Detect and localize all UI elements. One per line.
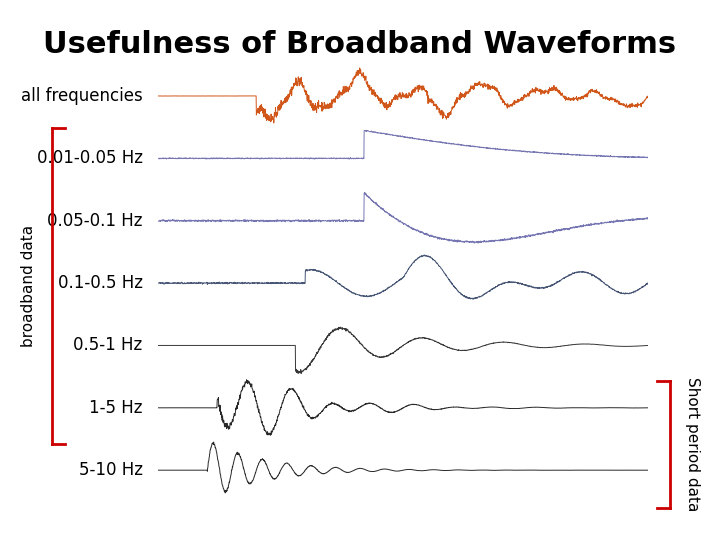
Text: 0.05-0.1 Hz: 0.05-0.1 Hz [47, 212, 143, 230]
Text: 0.01-0.05 Hz: 0.01-0.05 Hz [37, 150, 143, 167]
Text: Short period data: Short period data [685, 377, 700, 511]
Text: 0.1-0.5 Hz: 0.1-0.5 Hz [58, 274, 143, 292]
Text: 0.5-1 Hz: 0.5-1 Hz [73, 336, 143, 354]
Text: 5-10 Hz: 5-10 Hz [78, 461, 143, 479]
Text: Usefulness of Broadband Waveforms: Usefulness of Broadband Waveforms [43, 30, 677, 59]
Text: all frequencies: all frequencies [21, 87, 143, 105]
Text: 1-5 Hz: 1-5 Hz [89, 399, 143, 417]
Text: broadband data: broadband data [22, 225, 36, 347]
